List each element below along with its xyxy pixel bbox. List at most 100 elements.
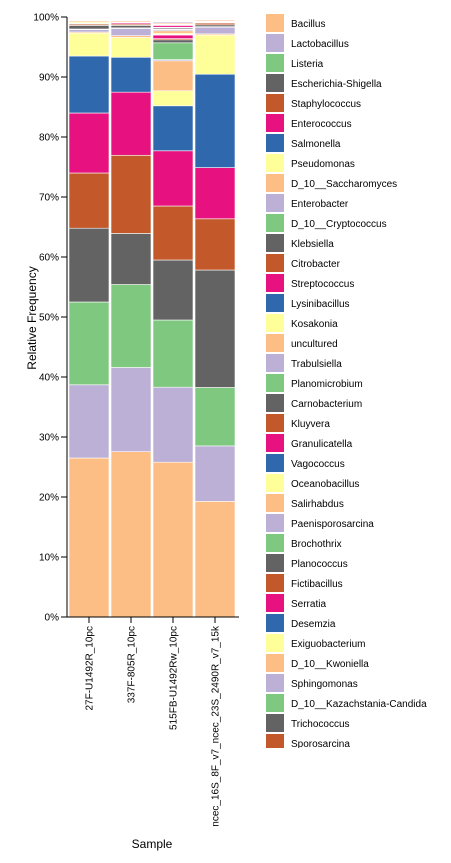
legend-swatch: [266, 194, 284, 212]
bar-segment-2-7: [152, 90, 194, 107]
y-tick-label: 70%: [39, 193, 59, 204]
legend-swatch: [266, 274, 284, 292]
legend-swatch: [266, 174, 284, 192]
legend-swatch: [266, 734, 284, 748]
bar-segment-0-6: [68, 55, 110, 114]
legend-label: D_10__Kazachstania-Candida: [291, 699, 427, 710]
legend-swatch: [266, 394, 284, 412]
bar-segment-1-2: [110, 284, 152, 368]
bar-segment-2-0: [152, 461, 194, 618]
y-tick-label: 100%: [33, 13, 59, 24]
y-tick-label: 60%: [39, 253, 59, 264]
legend-swatch: [266, 634, 284, 652]
bar-segment-3-9: [194, 26, 236, 35]
legend-label: Pseudomonas: [291, 159, 355, 170]
legend-label: Sporosarcina: [291, 739, 350, 750]
y-axis: 0% 10% 20% 30% 40% 50% 60% 70% 80% 90% 100%: [33, 13, 68, 624]
legend-swatch: [266, 594, 284, 612]
bar-segment-2-34: [152, 16, 194, 18]
legend-label: D_10__Cryptococcus: [291, 219, 387, 230]
legend-swatch: [266, 314, 284, 332]
legend-swatch: [266, 94, 284, 112]
legend-label: Desemzia: [291, 619, 336, 630]
y-tick-label: 10%: [39, 553, 59, 564]
legend-label: Fictibacillus: [291, 579, 343, 590]
legend-swatch: [266, 654, 284, 672]
legend-swatch: [266, 134, 284, 152]
bar-segment-1-11: [110, 25, 152, 29]
legend-swatch: [266, 534, 284, 552]
bar-segment-3-7: [194, 34, 236, 75]
x-tick-label: 515FB-U1492Rw_10pc: [169, 626, 180, 730]
bar-segment-2-3: [152, 259, 194, 321]
legend-swatch: [266, 214, 284, 232]
x-tick-label: 27F-U1492R_10pc: [85, 626, 96, 711]
legend-swatch: [266, 354, 284, 372]
bar-segment-0-4: [68, 172, 110, 229]
bar-segment-2-11: [152, 39, 194, 44]
legend-swatch: [266, 714, 284, 732]
legend-label: Citrobacter: [291, 259, 341, 270]
y-axis-title: Relative Frequency: [25, 266, 39, 369]
legend-swatch: [266, 114, 284, 132]
legend-label: Salmonella: [291, 139, 341, 150]
legend-swatch: [266, 34, 284, 52]
bar-segment-0-7: [68, 32, 110, 57]
y-tick-label: 20%: [39, 493, 59, 504]
legend-label: Staphylococcus: [291, 99, 361, 110]
legend-label: Planococcus: [291, 559, 348, 570]
bar-segment-0-5: [68, 112, 110, 174]
legend-label: Streptococcus: [291, 279, 354, 290]
bar-segment-2-8: [152, 60, 194, 92]
legend: Bacillus Lactobacillus Listeria Escherichia…: [266, 14, 427, 750]
legend-swatch: [266, 254, 284, 272]
legend-label: D_10__Saccharomyces: [291, 179, 397, 190]
bar-segment-0-11: [68, 25, 110, 30]
legend-label: Vagococcus: [291, 459, 345, 470]
legend-swatch: [266, 234, 284, 252]
y-tick-label: 80%: [39, 133, 59, 144]
legend-label: Escherichia-Shigella: [291, 79, 382, 90]
legend-label: Lysinibacillus: [291, 299, 350, 310]
legend-swatch: [266, 554, 284, 572]
bar-segment-0-3: [68, 227, 110, 303]
bar-segment-2-16: [152, 30, 194, 34]
bar-segment-3-3: [194, 269, 236, 388]
bar-segment-2-4: [152, 205, 194, 261]
legend-label: Serratia: [291, 599, 326, 610]
bar-segment-2-10: [152, 42, 194, 60]
legend-label: Kosakonia: [291, 319, 338, 330]
legend-label: Oceanobacillus: [291, 479, 359, 490]
legend-label: Exiguobacterium: [291, 639, 365, 650]
bar-segment-3-5: [194, 167, 236, 220]
x-axis: 27F-U1492R_10pc 337F-805R_10pc 515FB-U1492…: [67, 616, 239, 827]
y-tick-label: 90%: [39, 73, 59, 84]
bar-segment-0-0: [68, 457, 110, 618]
legend-label: Brochothrix: [291, 539, 342, 550]
legend-swatch: [266, 494, 284, 512]
y-tick-label: 0%: [45, 613, 60, 624]
legend-label: Paenisporosarcina: [291, 519, 374, 530]
bar-segment-1-7: [110, 37, 152, 58]
legend-swatch: [266, 374, 284, 392]
legend-swatch: [266, 514, 284, 532]
legend-swatch: [266, 434, 284, 452]
legend-swatch: [266, 74, 284, 92]
bar-segment-3-2: [194, 387, 236, 447]
bar-segment-1-3: [110, 233, 152, 285]
bar-segment-2-5: [152, 150, 194, 207]
legend-label: Kluyvera: [291, 419, 330, 430]
bar-segment-1-5: [110, 91, 152, 156]
bar-segment-1-1: [110, 367, 152, 452]
legend-label: Enterobacter: [291, 199, 349, 210]
y-tick-label: 40%: [39, 373, 59, 384]
legend-swatch: [266, 614, 284, 632]
legend-label: Carnobacterium: [291, 399, 362, 410]
legend-swatch: [266, 294, 284, 312]
bar-segment-1-4: [110, 154, 152, 234]
x-tick-label: 337F-805R_10pc: [127, 626, 138, 703]
bar-segment-0-1: [68, 384, 110, 459]
legend-label: Planomicrobium: [291, 379, 363, 390]
legend-swatch: [266, 694, 284, 712]
bar-segment-3-0: [194, 501, 236, 618]
